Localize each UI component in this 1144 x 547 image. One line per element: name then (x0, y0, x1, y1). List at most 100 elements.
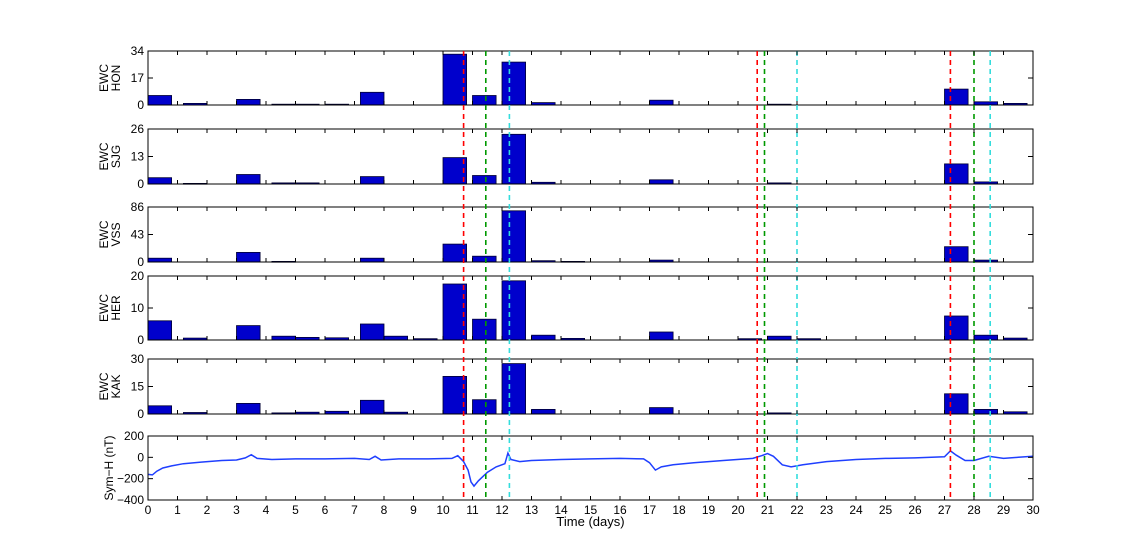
ylabel-2-2: SJG (109, 145, 123, 168)
ylabel-4-2: HER (109, 295, 123, 321)
xtick-label-15: 14 (554, 503, 568, 517)
ylabel-1-1: EWC (97, 64, 111, 92)
xtick-label-11: 10 (436, 503, 450, 517)
xtick-label-2: 1 (174, 503, 181, 517)
ytick-label-6-3: 0 (137, 450, 144, 464)
panels-group: 01734EWCHON01326EWCSJG04386EWCVSS01020EW… (97, 44, 1034, 507)
xtick-label-4: 3 (233, 503, 240, 517)
bar-4-3 (236, 325, 261, 341)
xtick-label-3: 2 (204, 503, 211, 517)
bar-2-1 (147, 177, 173, 185)
ytick-label-5-3: 30 (131, 352, 145, 366)
panel-frame-4 (147, 275, 1034, 341)
xtick-label-14: 13 (525, 503, 539, 517)
xtick-label-24: 23 (820, 503, 834, 517)
xtick-label-27: 26 (908, 503, 922, 517)
ytick-label-1-3: 34 (131, 44, 145, 58)
ytick-label-2-1: 0 (137, 177, 144, 191)
xtick-label-21: 20 (731, 503, 745, 517)
bar-4-12 (501, 280, 527, 341)
xtick-label-16: 15 (584, 503, 598, 517)
bar-5-12 (531, 408, 556, 415)
bar-5-10 (472, 399, 497, 415)
xtick-label-17: 16 (613, 503, 627, 517)
xtick-label-20: 19 (702, 503, 716, 517)
ylabel-6-1: Sym−H (nT) (102, 435, 116, 500)
bar-1-12 (649, 99, 674, 106)
ylabel-4-1: EWC (97, 294, 111, 322)
ytick-label-1-1: 0 (137, 98, 144, 112)
bar-1-7 (359, 91, 385, 106)
bar-4-13 (531, 334, 556, 341)
xtick-label-31: 30 (1026, 503, 1040, 517)
xtick-label-1: 0 (145, 503, 152, 517)
ytick-label-6-1: −400 (117, 493, 144, 507)
ylabel-3-1: EWC (97, 220, 111, 248)
xtick-label-19: 18 (672, 503, 686, 517)
xtick-label-22: 21 (761, 503, 775, 517)
bar-3-11 (944, 246, 969, 263)
ylabel-5-1: EWC (97, 372, 111, 400)
bar-5-16 (973, 408, 999, 415)
ytick-label-3-2: 43 (131, 228, 145, 242)
bar-4-17 (767, 335, 792, 341)
bar-4-4 (271, 335, 296, 341)
xtick-label-18: 17 (643, 503, 657, 517)
bar-5-15 (944, 393, 969, 415)
bar-3-4 (359, 257, 385, 263)
panel-frame-6 (147, 435, 1034, 501)
xtick-label-13: 12 (495, 503, 509, 517)
bar-2-13 (944, 163, 969, 185)
bar-3-7 (501, 210, 527, 263)
panel-frame-5 (147, 358, 1034, 415)
xtick-label-9: 8 (381, 503, 388, 517)
bar-3-1 (147, 257, 173, 263)
bar-4-19 (944, 315, 969, 341)
bar-2-3 (236, 174, 261, 185)
xtick-label-30: 29 (997, 503, 1011, 517)
event-markers-group (462, 51, 992, 500)
bar-5-13 (649, 407, 674, 415)
bar-1-14 (944, 88, 969, 106)
ylabel-1-2: HON (109, 65, 123, 92)
ytick-label-6-2: −200 (117, 472, 144, 486)
bar-5-7 (359, 399, 385, 415)
bar-2-6 (359, 176, 385, 185)
ytick-label-3-1: 0 (137, 255, 144, 269)
ytick-label-4-2: 10 (131, 301, 145, 315)
ytick-label-4-1: 0 (137, 333, 144, 347)
bar-4-15 (649, 331, 674, 341)
xtick-label-7: 6 (322, 503, 329, 517)
xtick-label-29: 28 (967, 503, 981, 517)
ytick-label-1-2: 17 (131, 71, 145, 85)
bar-5-1 (147, 405, 173, 415)
bar-5-3 (236, 402, 261, 415)
xtick-label-23: 22 (790, 503, 804, 517)
time-axis: 0 1 2 3 4 5 6 7 8 9 10 11 12 13 14 15 16 17 18 19 20 21 22 23 24… (145, 51, 1040, 529)
bar-1-1 (147, 95, 173, 106)
ylabel-3-2: VSS (109, 222, 123, 246)
panel-6: −400 −200 0 200 Sym−H (nT) (102, 429, 1034, 507)
ylabel-2-1: EWC (97, 142, 111, 170)
xtick-label-8: 7 (351, 503, 358, 517)
xtick-label-26: 25 (879, 503, 893, 517)
bar-1-9 (472, 95, 497, 106)
symh-line (147, 449, 1034, 488)
ytick-label-2-2: 13 (131, 150, 145, 164)
panel-frame-1 (147, 50, 1034, 106)
xtick-label-25: 24 (849, 503, 863, 517)
ytick-label-5-2: 15 (131, 380, 145, 394)
ytick-label-2-3: 26 (131, 122, 145, 136)
xtick-label-12: 11 (466, 503, 479, 517)
xtick-label-5: 4 (263, 503, 270, 517)
bar-3-2 (236, 251, 261, 263)
bar-2-8 (472, 175, 497, 185)
bar-4-7 (359, 323, 385, 341)
panel-frame-3 (147, 206, 1034, 263)
ytick-label-6-4: 200 (124, 429, 144, 443)
bar-4-11 (472, 318, 497, 341)
